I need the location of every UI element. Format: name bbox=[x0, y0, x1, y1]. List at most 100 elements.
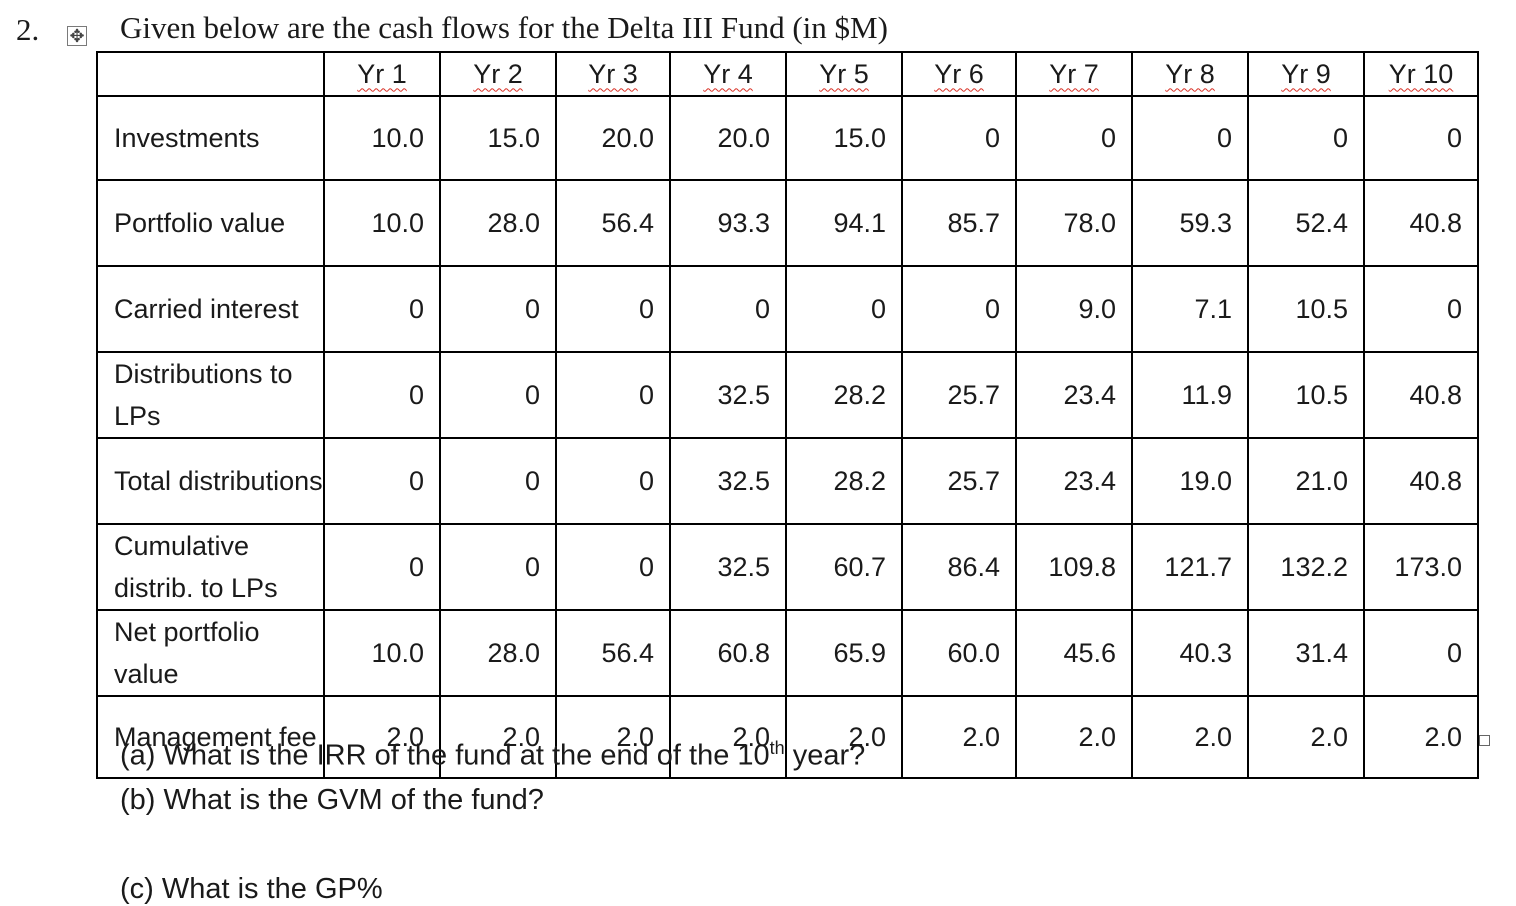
table-cell: 121.7 bbox=[1131, 523, 1249, 611]
table-cell: 2.0 bbox=[901, 695, 1017, 779]
row-label: Distributions to LPs bbox=[96, 351, 325, 439]
table-cell: 59.3 bbox=[1131, 179, 1249, 267]
column-header-label: Yr 1 bbox=[357, 58, 407, 89]
table-cell: 15.0 bbox=[785, 95, 903, 181]
table-cell: 28.2 bbox=[785, 437, 903, 525]
question-number: 2. bbox=[16, 12, 40, 47]
table-cell: 0 bbox=[555, 351, 671, 439]
table-cell: 15.0 bbox=[439, 95, 557, 181]
column-header: Yr 8 bbox=[1131, 51, 1249, 97]
table-cell: 32.5 bbox=[669, 437, 787, 525]
question-a-text: (a) What is the IRR of the fund at the e… bbox=[120, 739, 770, 772]
column-header: Yr 10 bbox=[1363, 51, 1479, 97]
table-row: Carried interest 0 0 0 0 0 0 9.0 7.1 10.5 0 bbox=[96, 265, 1479, 353]
table-cell: 56.4 bbox=[555, 179, 671, 267]
table-cell: 0 bbox=[1363, 609, 1479, 697]
column-header: Yr 4 bbox=[669, 51, 787, 97]
table-cell: 60.8 bbox=[669, 609, 787, 697]
column-header: Yr 3 bbox=[555, 51, 671, 97]
table-row: Management fee 2.0 2.0 2.0 2.0 2.0 2.0 2.0 2.0 2.… bbox=[96, 695, 1479, 779]
table-cell: 2.0 bbox=[1363, 695, 1479, 779]
column-header-label: Yr 7 bbox=[1049, 58, 1099, 89]
column-header: Yr 2 bbox=[439, 51, 557, 97]
table-row: Net portfolio value 10.0 28.0 56.4 60.8 65.9 6… bbox=[96, 609, 1479, 697]
table-cell: 32.5 bbox=[669, 523, 787, 611]
table-cell: 10.0 bbox=[323, 95, 441, 181]
column-header-label: Yr 6 bbox=[934, 58, 984, 89]
question-heading: Given below are the cash flows for the D… bbox=[120, 10, 888, 45]
table-cell: 20.0 bbox=[669, 95, 787, 181]
row-label: Carried interest bbox=[96, 265, 325, 353]
table-cell: 32.5 bbox=[669, 351, 787, 439]
table-cell: 25.7 bbox=[901, 351, 1017, 439]
column-header-label: Yr 5 bbox=[819, 58, 869, 89]
table-cell: 0 bbox=[1363, 95, 1479, 181]
table-cell: 0 bbox=[555, 437, 671, 525]
table-cell: 85.7 bbox=[901, 179, 1017, 267]
table-row: Total distributions 0 0 0 32.5 28.2 25.7 23.4 19… bbox=[96, 437, 1479, 525]
table-cell: 2.0 bbox=[785, 695, 903, 779]
table-cell: 56.4 bbox=[555, 609, 671, 697]
table-cell: 2.0 bbox=[439, 695, 557, 779]
table-cell: 0 bbox=[901, 265, 1017, 353]
table-row: Portfolio value 10.0 28.0 56.4 93.3 94.1 85.7 7… bbox=[96, 179, 1479, 267]
resize-square-icon[interactable] bbox=[1479, 735, 1490, 746]
table-cell: 78.0 bbox=[1015, 179, 1133, 267]
table-cell: 0 bbox=[1015, 95, 1133, 181]
table-cell: 28.0 bbox=[439, 609, 557, 697]
column-header-label: Yr 10 bbox=[1388, 58, 1454, 89]
table-cell: 23.4 bbox=[1015, 351, 1133, 439]
row-label: Cumulative distrib. to LPs bbox=[96, 523, 325, 611]
column-header-label: Yr 2 bbox=[473, 58, 523, 89]
table-cell: 0 bbox=[323, 437, 441, 525]
column-header-label: Yr 3 bbox=[588, 58, 638, 89]
column-header: Yr 7 bbox=[1015, 51, 1133, 97]
table-cell: 94.1 bbox=[785, 179, 903, 267]
table-cell: 2.0 bbox=[669, 695, 787, 779]
table-cell: 0 bbox=[439, 351, 557, 439]
table-cell: 0 bbox=[901, 95, 1017, 181]
column-header-label: Yr 9 bbox=[1281, 58, 1331, 89]
table-cell: 40.8 bbox=[1363, 437, 1479, 525]
table-cell: 40.3 bbox=[1131, 609, 1249, 697]
question-b: (b) What is the GVM of the fund? bbox=[120, 784, 544, 816]
table-cell: 86.4 bbox=[901, 523, 1017, 611]
column-header-label: Yr 4 bbox=[703, 58, 753, 89]
table-cell: 0 bbox=[669, 265, 787, 353]
row-label: Investments bbox=[96, 95, 325, 181]
question-a-tail: year? bbox=[784, 739, 866, 772]
table-cell: 0 bbox=[1363, 265, 1479, 353]
table-cell: 31.4 bbox=[1247, 609, 1365, 697]
table-cell: 60.0 bbox=[901, 609, 1017, 697]
table-cell: 0 bbox=[555, 523, 671, 611]
column-header: Yr 6 bbox=[901, 51, 1017, 97]
table-cell: 10.0 bbox=[323, 179, 441, 267]
table-row: Distributions to LPs 0 0 0 32.5 28.2 25.7 23.4 1… bbox=[96, 351, 1479, 439]
table-cell: 0 bbox=[439, 523, 557, 611]
table-cell: 0 bbox=[323, 351, 441, 439]
header-corner-cell bbox=[96, 51, 325, 97]
question-c: (c) What is the GP% bbox=[120, 873, 383, 905]
table-cell: 132.2 bbox=[1247, 523, 1365, 611]
table-cell: 0 bbox=[439, 265, 557, 353]
table-cell: 45.6 bbox=[1015, 609, 1133, 697]
row-label: Management fee bbox=[96, 695, 325, 779]
table-cell: 20.0 bbox=[555, 95, 671, 181]
table-cell: 0 bbox=[323, 265, 441, 353]
column-header-label: Yr 8 bbox=[1165, 58, 1215, 89]
cash-flow-table: Yr 1 Yr 2 Yr 3 Yr 4 Yr 5 Yr 6 Yr 7 Yr 8 Yr 9 Yr 1… bbox=[96, 51, 1479, 779]
table-cell: 2.0 bbox=[1015, 695, 1133, 779]
table-cell: 2.0 bbox=[1247, 695, 1365, 779]
table-cell: 0 bbox=[1131, 95, 1249, 181]
table-cell: 10.5 bbox=[1247, 351, 1365, 439]
table-cell: 28.0 bbox=[439, 179, 557, 267]
table-cell: 40.8 bbox=[1363, 351, 1479, 439]
move-arrows-icon[interactable]: ✥ bbox=[67, 26, 87, 46]
table-cell: 60.7 bbox=[785, 523, 903, 611]
table-row: Investments 10.0 15.0 20.0 20.0 15.0 0 0 0 0 0 bbox=[96, 95, 1479, 181]
table-cell: 10.0 bbox=[323, 609, 441, 697]
table-cell: 65.9 bbox=[785, 609, 903, 697]
table-cell: 173.0 bbox=[1363, 523, 1479, 611]
column-header: Yr 5 bbox=[785, 51, 903, 97]
table-cell: 0 bbox=[439, 437, 557, 525]
